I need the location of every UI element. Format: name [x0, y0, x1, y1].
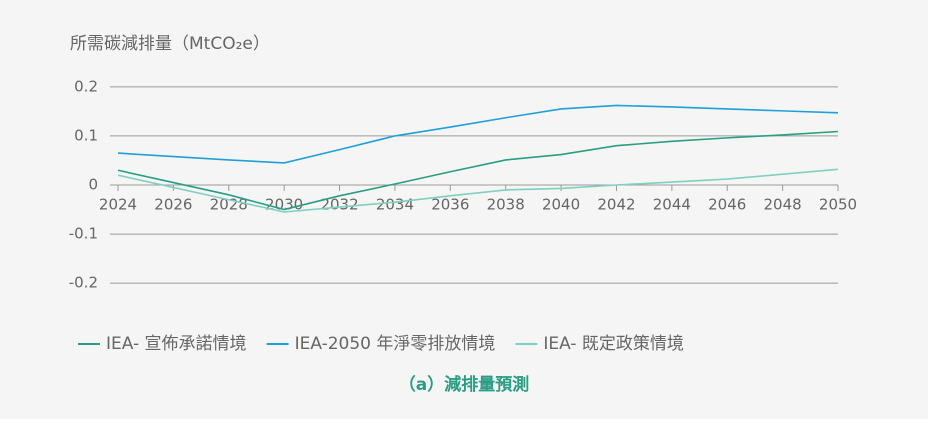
x-tick-label: 2036 [431, 196, 469, 214]
series-line [117, 104, 839, 164]
x-tick-label: 2046 [708, 196, 746, 214]
x-tick-label: 2038 [487, 196, 525, 214]
y-axis-label: 所需碳減排量（MtCO₂e） [70, 34, 270, 54]
y-tick-label: 0.1 [74, 126, 98, 144]
x-tick-label: 2024 [99, 196, 137, 214]
x-tick-label: 2030 [265, 196, 303, 214]
legend-label: IEA- 既定政策情境 [543, 334, 684, 354]
y-tick-label: -0.2 [69, 274, 98, 292]
x-tick-label: 2028 [210, 196, 248, 214]
x-tick-label: 2040 [542, 196, 580, 214]
series-line [117, 130, 839, 211]
y-tick-label: -0.1 [69, 225, 98, 243]
x-tick-label: 2026 [154, 196, 192, 214]
legend-label: IEA-2050 年淨零排放情境 [295, 334, 496, 354]
x-tick-label: 2048 [764, 196, 802, 214]
x-tick-label: 2042 [597, 196, 635, 214]
x-tick-label: 2050 [819, 196, 857, 214]
x-tick-label: 2034 [376, 196, 414, 214]
caption: （a）減排量預測 [399, 374, 529, 395]
legend-label: IEA- 宣佈承諾情境 [106, 334, 247, 354]
x-tick-label: 2044 [653, 196, 691, 214]
y-tick-label: 0 [88, 176, 98, 194]
series-line [117, 168, 839, 213]
y-tick-label: 0.2 [74, 77, 98, 95]
x-tick-label: 2032 [320, 196, 358, 214]
